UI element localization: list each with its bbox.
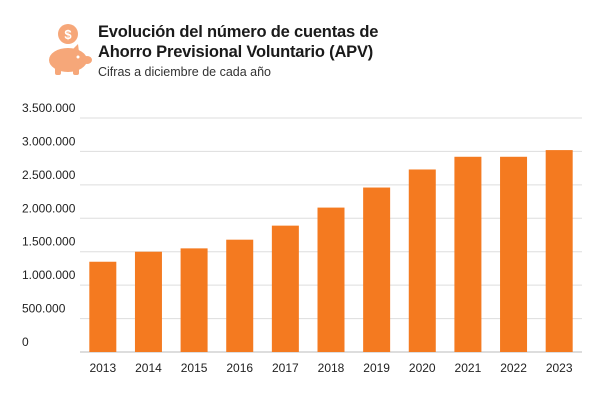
bar-2015 (180, 248, 208, 352)
piggy-leg-back (55, 67, 61, 75)
x-tick-label: 2021 (455, 361, 482, 375)
bar-2017 (271, 225, 299, 352)
y-tick-label: 3.000.000 (22, 134, 76, 148)
bars (89, 150, 573, 352)
bar-2018 (317, 207, 345, 352)
chart-subtitle: Cifras a diciembre de cada año (98, 65, 272, 79)
piggy-leg-front (73, 67, 79, 75)
x-tick-label: 2014 (135, 361, 162, 375)
bar-2014 (134, 251, 162, 352)
y-tick-label: 2.000.000 (22, 201, 76, 215)
y-tick-label: 1.500.000 (22, 235, 76, 249)
bar-2020 (408, 169, 436, 352)
y-tick-label: 1.000.000 (22, 268, 76, 282)
x-tick-label: 2013 (89, 361, 116, 375)
chart-area: 0 500.000 1.000.000 1.500.000 2.000.000 2.500… (0, 100, 600, 400)
bar-2016 (226, 239, 254, 352)
chart-title-line1: Evolución del número de cuentas de (98, 23, 379, 41)
bar-2022 (500, 156, 528, 352)
coin-symbol: $ (64, 27, 72, 42)
chart-title-line2: Ahorro Previsional Voluntario (APV) (98, 43, 374, 61)
coin-icon (58, 24, 78, 44)
y-tick-label: 0 (22, 335, 29, 349)
x-tick-label: 2017 (272, 361, 299, 375)
x-tick-label: 2018 (318, 361, 345, 375)
piggy-snout (82, 56, 92, 64)
piggy-ear (72, 44, 79, 52)
bar-chart: 0 500.000 1.000.000 1.500.000 2.000.000 2.500… (22, 101, 582, 375)
x-tick-label: 2023 (546, 361, 573, 375)
y-tick-label: 3.500.000 (22, 101, 76, 115)
piggy-bank-icon: $ (49, 24, 92, 75)
bar-2019 (363, 187, 391, 352)
y-tick-label: 2.500.000 (22, 168, 76, 182)
x-tick-label: 2016 (226, 361, 253, 375)
chart-title: Evolución del número de cuentas de Ahorr… (98, 22, 558, 62)
bar-2023 (545, 150, 573, 352)
bar-2021 (454, 156, 482, 352)
y-tick-label: 500.000 (22, 302, 66, 316)
chart-header: $ Evolución del número de cuentas de Aho… (42, 20, 582, 82)
x-tick-label: 2019 (363, 361, 390, 375)
piggy-eye (76, 55, 80, 59)
x-axis-ticks: 2013 2014 2015 2016 2017 2018 2019 2020 2021 2022… (89, 361, 572, 375)
x-tick-label: 2022 (500, 361, 527, 375)
y-axis-ticks: 0 500.000 1.000.000 1.500.000 2.000.000 2.500… (22, 101, 76, 349)
x-tick-label: 2015 (181, 361, 208, 375)
piggy-body (49, 48, 87, 72)
x-tick-label: 2020 (409, 361, 436, 375)
bar-2013 (89, 261, 117, 352)
